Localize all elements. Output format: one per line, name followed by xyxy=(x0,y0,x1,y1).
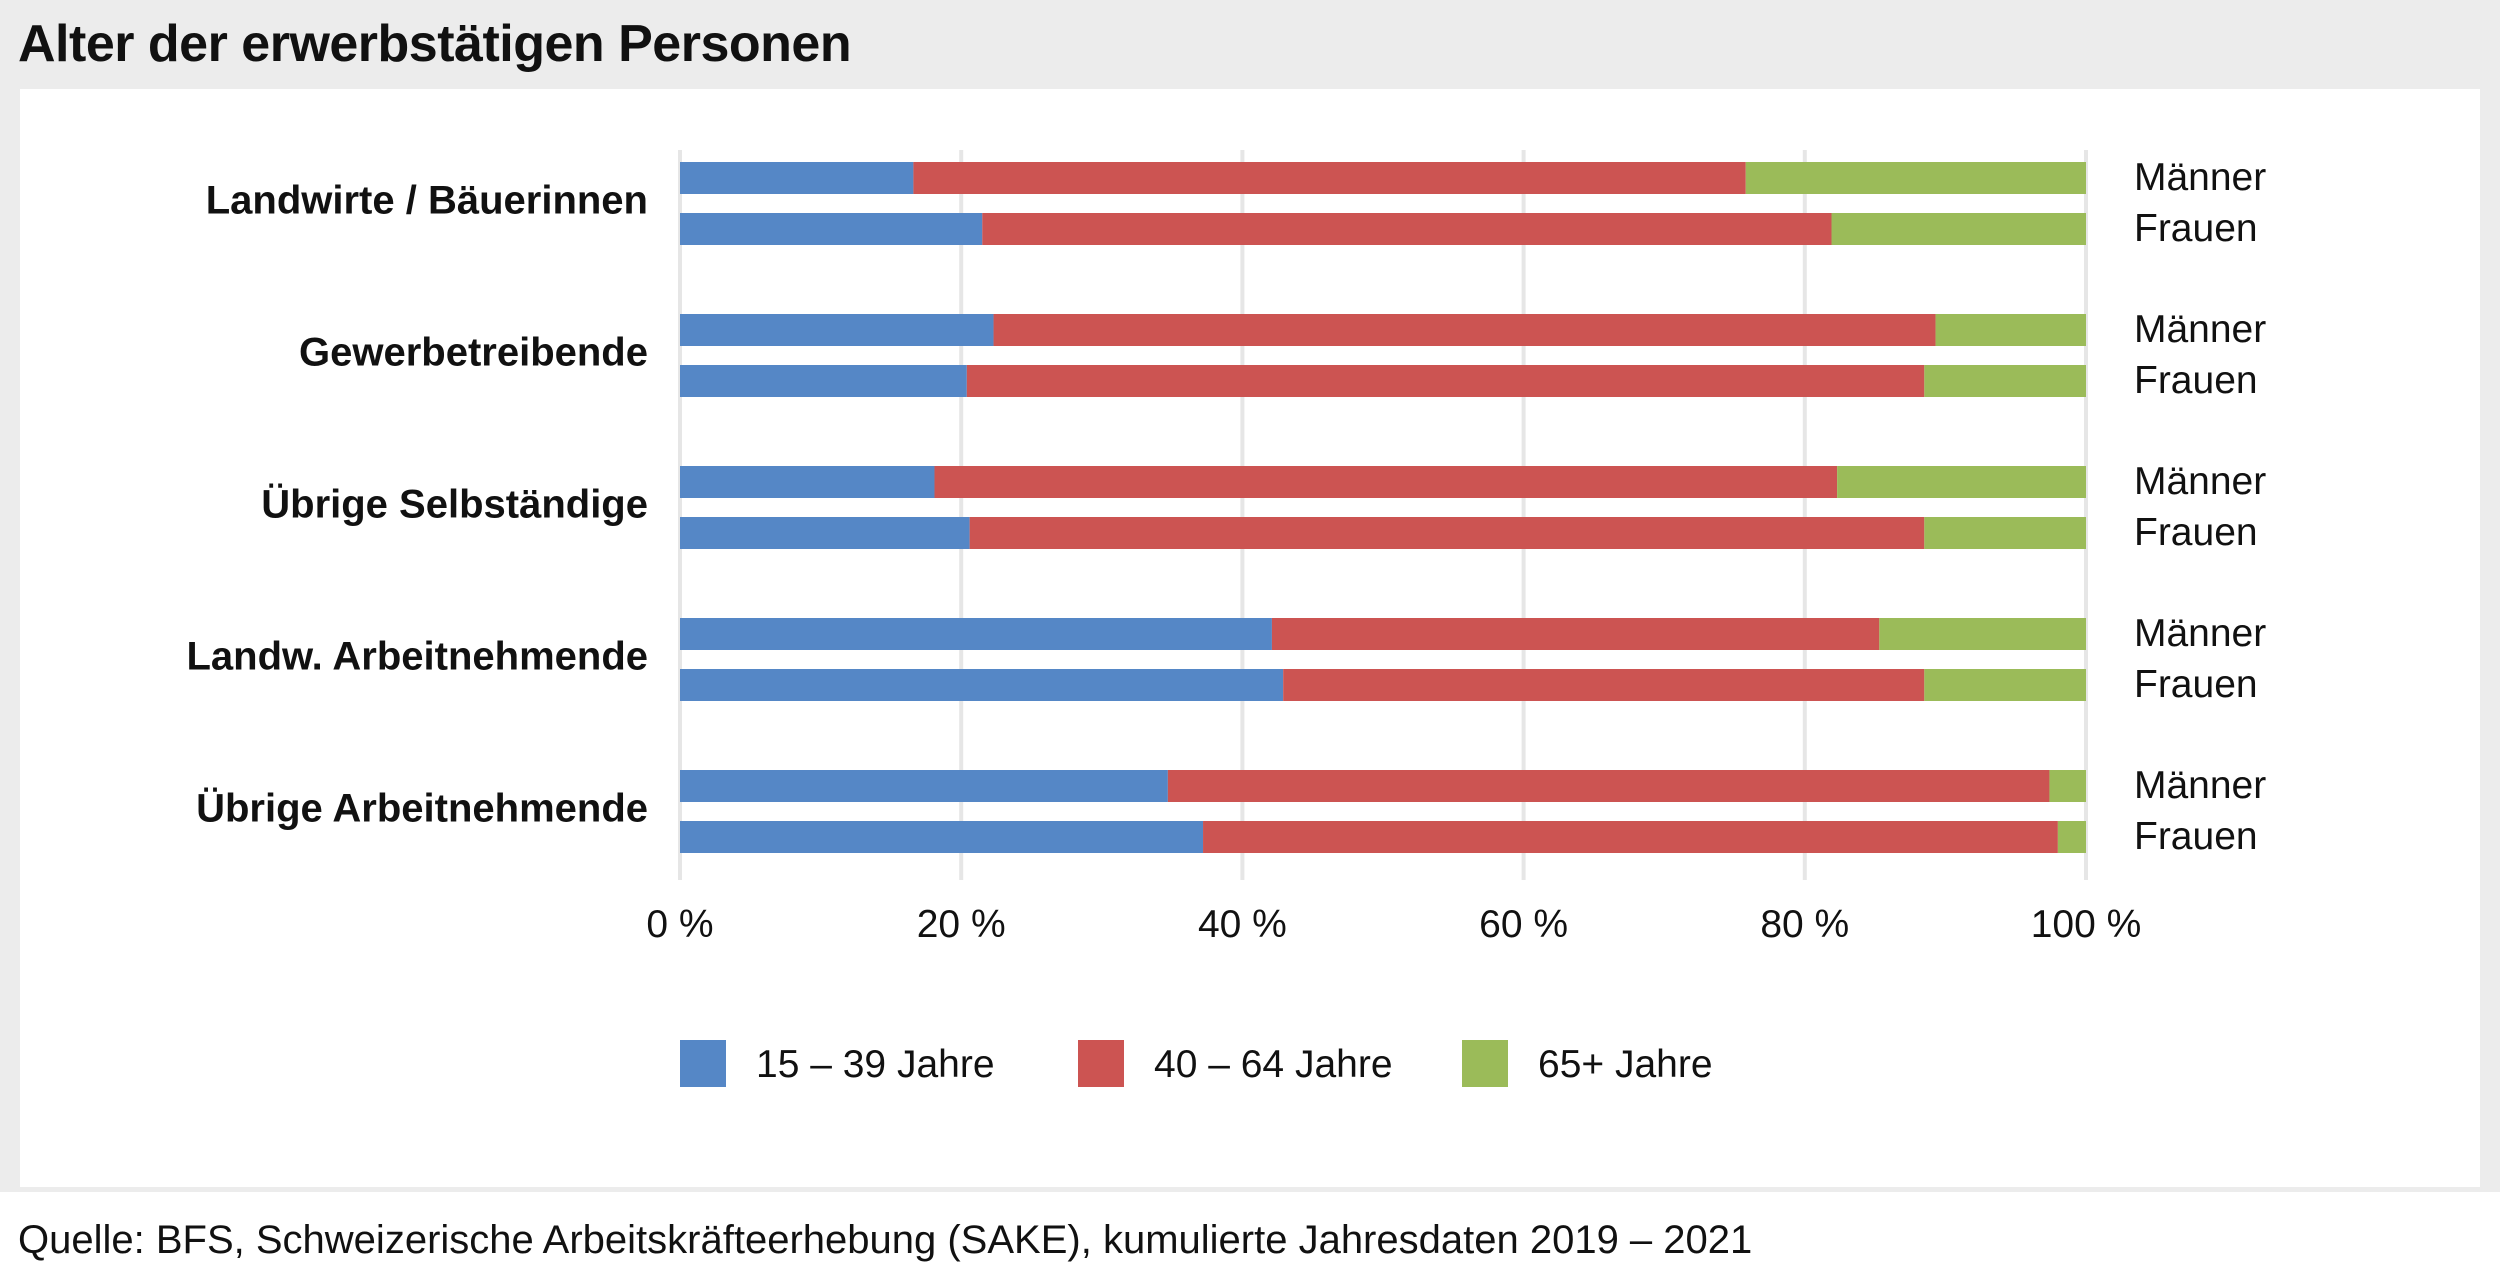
bar-segment xyxy=(680,213,983,245)
bar-segment xyxy=(982,213,1832,245)
legend-swatch xyxy=(1078,1040,1124,1087)
sex-label: Männer xyxy=(2134,460,2266,503)
x-tick-label: 80 % xyxy=(1760,903,1849,946)
sex-label: Männer xyxy=(2134,156,2266,199)
bar-segment xyxy=(680,466,935,498)
source-note: Quelle: BFS, Schweizerische Arbeitskräft… xyxy=(18,1218,1753,1262)
bar-segment xyxy=(1271,618,1880,650)
x-tick-label: 20 % xyxy=(917,903,1006,946)
legend-label: 65+ Jahre xyxy=(1538,1043,1713,1086)
bar-segment xyxy=(1167,770,2050,802)
x-tick-label: 60 % xyxy=(1479,903,1568,946)
x-tick-label: 100 % xyxy=(2031,903,2142,946)
bar-segment xyxy=(1203,821,2058,853)
sex-label: Frauen xyxy=(2134,359,2258,402)
bar-segment xyxy=(993,314,1936,346)
bar-segment xyxy=(680,821,1204,853)
bar-segment xyxy=(1283,669,1925,701)
category-label: Übrige Arbeitnehmende xyxy=(196,786,648,831)
x-tick-label: 0 % xyxy=(646,903,713,946)
bar-segment xyxy=(680,669,1284,701)
category-label: Gewerbetreibende xyxy=(299,331,648,375)
chart-title: Alter der erwerbstätigen Personen xyxy=(18,15,852,73)
bar-segment xyxy=(913,162,1746,194)
legend-swatch xyxy=(680,1040,726,1087)
legend-swatch xyxy=(1462,1040,1508,1087)
bar-segment xyxy=(1879,618,2086,650)
bar-segment xyxy=(1837,466,2086,498)
sex-label: Männer xyxy=(2134,764,2266,807)
category-label: Landwirte / Bäuerinnen xyxy=(206,179,648,223)
category-label: Landw. Arbeitnehmende xyxy=(186,635,648,679)
legend-label: 40 – 64 Jahre xyxy=(1154,1043,1393,1086)
bar-segment xyxy=(1924,365,2086,397)
sex-label: Frauen xyxy=(2134,663,2258,706)
sex-label: Männer xyxy=(2134,308,2266,351)
bar-segment xyxy=(680,314,994,346)
title-band xyxy=(0,0,2500,87)
bar-segment xyxy=(680,618,1272,650)
bar-segment xyxy=(2049,770,2086,802)
bar-segment xyxy=(1831,213,2086,245)
bar-segment xyxy=(680,770,1168,802)
sex-label: Männer xyxy=(2134,612,2266,655)
bar-segment xyxy=(680,365,967,397)
bar-segment xyxy=(934,466,1838,498)
category-label: Übrige Selbständige xyxy=(261,482,648,527)
bar-segment xyxy=(1924,669,2086,701)
sex-label: Frauen xyxy=(2134,207,2258,250)
x-tick-label: 40 % xyxy=(1198,903,1287,946)
bar-segment xyxy=(1745,162,2086,194)
sex-label: Frauen xyxy=(2134,511,2258,554)
sex-label: Frauen xyxy=(2134,815,2258,858)
legend-label: 15 – 39 Jahre xyxy=(756,1043,995,1086)
bar-segment xyxy=(680,517,970,549)
bar-segment xyxy=(966,365,1925,397)
bar-segment xyxy=(1924,517,2086,549)
bar-segment xyxy=(680,162,914,194)
bar-segment xyxy=(2057,821,2086,853)
bar-segment xyxy=(1935,314,2086,346)
bar-segment xyxy=(969,517,1925,549)
